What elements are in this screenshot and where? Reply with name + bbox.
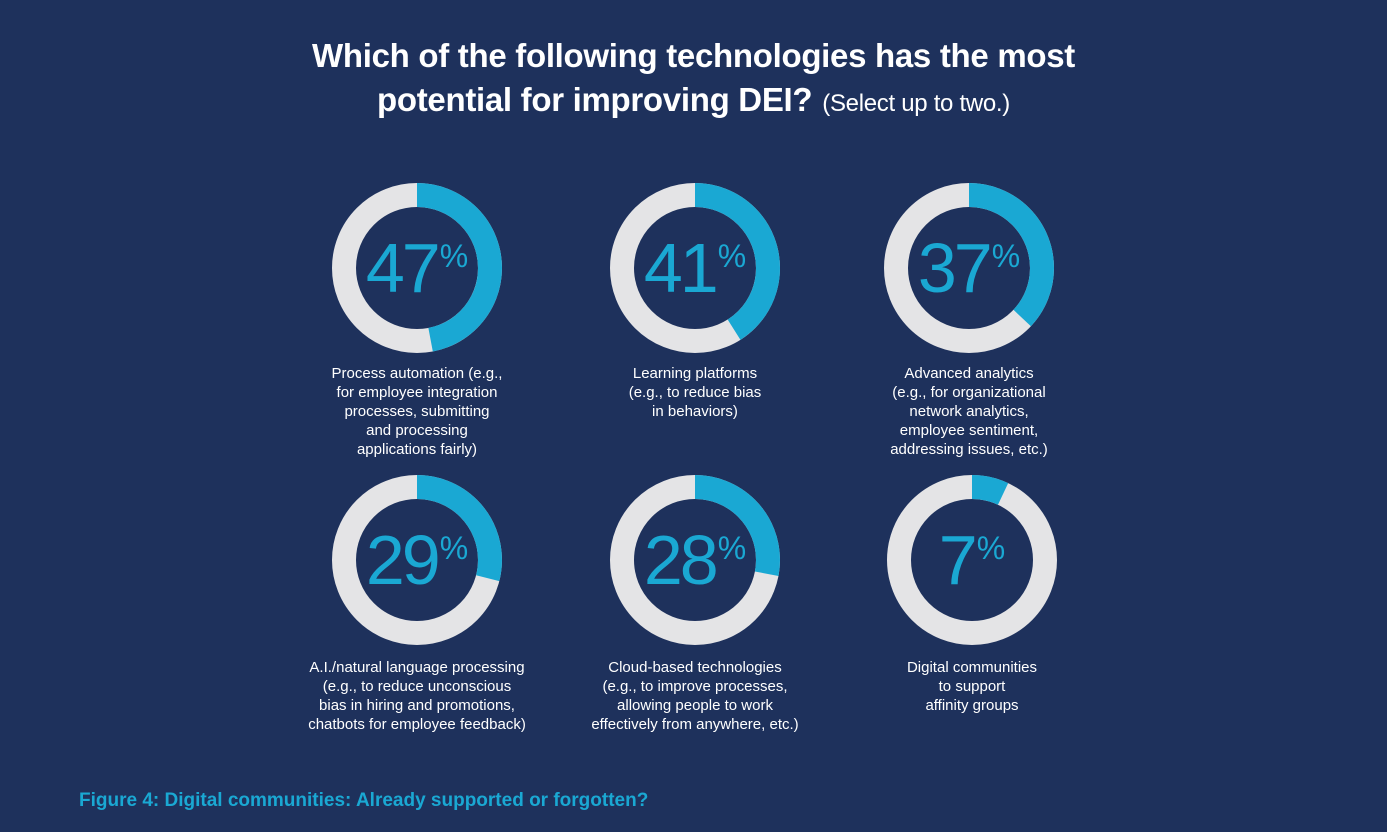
category-label-line: processes, submitting: [344, 403, 490, 420]
percent-label: 41%: [607, 180, 783, 356]
donut-svg: [332, 183, 502, 353]
percent-sign: %: [439, 530, 469, 566]
donut-value-arc: [332, 183, 502, 353]
category-label-line: addressing issues, etc.): [890, 441, 1048, 458]
donut-chart: 7%: [884, 472, 1060, 648]
category-label-line: (e.g., for organizational: [892, 384, 1046, 401]
title-line-1: Which of the following technologies has …: [312, 37, 1075, 74]
percent-value: 7: [938, 521, 978, 599]
donut-chart: 41%: [607, 180, 783, 356]
category-label-line: Learning platforms: [632, 365, 758, 382]
category-label-line: Digital communities: [906, 659, 1038, 676]
title-note: (Select up to two.): [822, 90, 1010, 117]
category-label-line: in behaviors): [652, 403, 738, 420]
category-label-line: to support: [938, 678, 1006, 695]
donut-value-arc: [610, 183, 780, 353]
category-label-line: allowing people to work: [617, 697, 773, 714]
category-label-line: employee sentiment,: [899, 422, 1039, 439]
category-label-line: chatbots for employee feedback): [308, 716, 526, 733]
percent-value: 41: [643, 229, 719, 307]
percent-label: 29%: [329, 472, 505, 648]
donut-chart: 29%: [329, 472, 505, 648]
donut-svg: [610, 475, 780, 645]
category-label-line: applications fairly): [356, 441, 478, 458]
percent-value: 29: [365, 521, 441, 599]
category-label-line: (e.g., to reduce unconscious: [322, 678, 512, 695]
percent-label: 47%: [329, 180, 505, 356]
donut-svg: [332, 475, 502, 645]
category-label: Learning platforms (e.g., to reduce bias i…: [565, 364, 825, 421]
donut-value-arc: [884, 183, 1054, 353]
category-label-line: A.I./natural language processing: [309, 659, 525, 676]
donut-value-arc: [610, 475, 780, 645]
category-label-line: Advanced analytics: [904, 365, 1034, 382]
category-label-line: network analytics,: [909, 403, 1029, 420]
category-label-line: (e.g., to improve processes,: [602, 678, 788, 695]
title-line-2: potential for improving DEI? (Select up t…: [0, 78, 1387, 126]
figure-caption: Figure 4: Digital communities: Already s…: [79, 790, 649, 811]
donut-svg: [887, 475, 1057, 645]
donut-value-arc: [332, 475, 502, 645]
percent-label: 28%: [607, 472, 783, 648]
category-label: Digital communities to support affinity gr…: [842, 658, 1102, 715]
percent-sign: %: [717, 530, 747, 566]
donut-chart: 37%: [881, 180, 1057, 356]
category-label-line: effectively from anywhere, etc.): [591, 716, 799, 733]
category-label-line: and processing: [366, 422, 468, 439]
category-label: A.I./natural language processing (e.g., t…: [287, 658, 547, 734]
percent-sign: %: [717, 238, 747, 274]
category-label-line: (e.g., to reduce bias: [628, 384, 762, 401]
category-label-line: bias in hiring and promotions,: [319, 697, 515, 714]
percent-sign: %: [976, 530, 1006, 566]
percent-value: 28: [643, 521, 719, 599]
donut-value-arc: [887, 475, 1057, 645]
category-label-line: Process automation (e.g.,: [331, 365, 503, 382]
donut-chart: 28%: [607, 472, 783, 648]
percent-sign: %: [439, 238, 469, 274]
percent-value: 37: [917, 229, 993, 307]
donut-svg: [610, 183, 780, 353]
donut-svg: [884, 183, 1054, 353]
category-label-line: Cloud-based technologies: [608, 659, 782, 676]
percent-label: 7%: [884, 472, 1060, 648]
percent-label: 37%: [881, 180, 1057, 356]
category-label: Process automation (e.g., for employee in…: [287, 364, 547, 459]
percent-value: 47: [365, 229, 441, 307]
category-label: Cloud-based technologies (e.g., to improv…: [565, 658, 825, 734]
chart-title: Which of the following technologies has …: [0, 34, 1387, 126]
category-label-line: for employee integration: [336, 384, 498, 401]
category-label: Advanced analytics (e.g., for organizatio…: [839, 364, 1099, 459]
title-line-2-text: potential for improving DEI?: [377, 81, 813, 118]
donut-chart: 47%: [329, 180, 505, 356]
percent-sign: %: [991, 238, 1021, 274]
category-label-line: affinity groups: [925, 697, 1019, 714]
